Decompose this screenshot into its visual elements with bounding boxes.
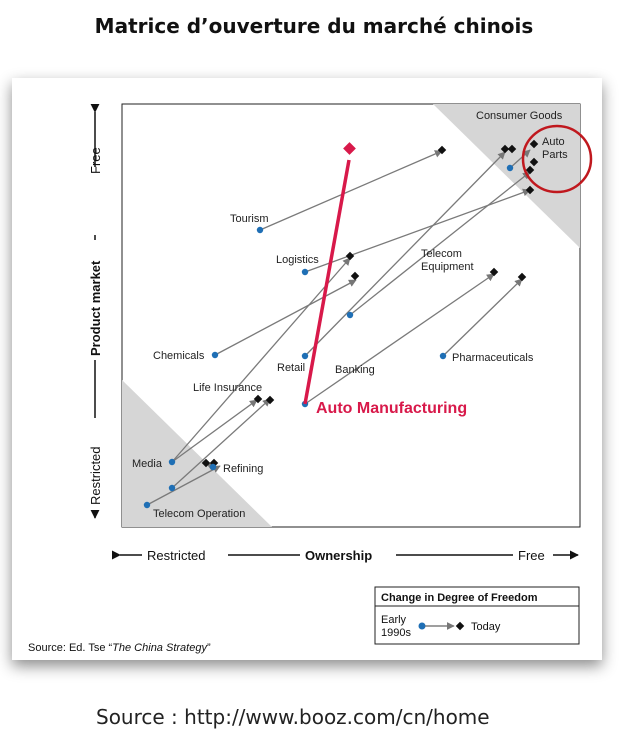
label-retail: Retail xyxy=(277,362,305,374)
legend-today-marker xyxy=(455,621,465,631)
y-axis-low: Restricted xyxy=(88,446,103,505)
label-auto-manufacturing: Auto Manufacturing xyxy=(316,400,467,417)
label-consumer-goods: Consumer Goods xyxy=(476,110,563,122)
restricted-zone xyxy=(122,380,272,527)
x-axis: Restricted Ownership Free xyxy=(111,545,579,563)
sector-labels: Consumer Goods Auto Parts Tourism Logist… xyxy=(132,110,568,520)
legend: Change in Degree of Freedom Early 1990s … xyxy=(374,586,580,645)
auto-manufacturing-arrow xyxy=(303,159,351,405)
legend-early-line1: Early xyxy=(381,614,407,626)
inner-source: Source: Ed. Tse “The China Strategy” xyxy=(28,642,211,654)
y-axis-high: Free xyxy=(88,147,103,174)
x-axis-label: Ownership xyxy=(305,548,372,563)
change-arrows xyxy=(146,149,531,506)
x-axis-high: Free xyxy=(518,548,545,563)
label-pharmaceuticals: Pharmaceuticals xyxy=(452,352,534,364)
legend-early-line2: 1990s xyxy=(381,627,411,639)
label-equipment: Equipment xyxy=(421,261,474,273)
label-life-insurance: Life Insurance xyxy=(193,382,262,394)
label-logistics: Logistics xyxy=(276,254,319,266)
legend-early-dot xyxy=(418,622,426,630)
label-banking: Banking xyxy=(335,364,375,376)
label-tourism: Tourism xyxy=(230,213,269,225)
label-media: Media xyxy=(132,458,163,470)
auto-parts-circle xyxy=(521,124,593,194)
auto-manufacturing-marker xyxy=(343,142,356,155)
page-title: Matrice d’ouverture du marché chinois xyxy=(94,14,534,38)
legend-today: Today xyxy=(471,621,501,633)
y-axis-label: Product market xyxy=(88,260,103,356)
label-parts: Parts xyxy=(542,149,568,161)
legend-title: Change in Degree of Freedom xyxy=(381,592,538,604)
label-telecom: Telecom xyxy=(421,248,462,260)
label-auto: Auto xyxy=(542,136,565,148)
label-telecom-operation: Telecom Operation xyxy=(153,508,245,520)
label-chemicals: Chemicals xyxy=(153,350,205,362)
free-zone xyxy=(433,104,580,248)
x-axis-low: Restricted xyxy=(147,548,206,563)
label-refining: Refining xyxy=(223,463,263,475)
y-axis: Free Product market Restricted xyxy=(86,103,104,519)
outer-source: Source : http://www.booz.com/cn/home xyxy=(96,705,490,729)
